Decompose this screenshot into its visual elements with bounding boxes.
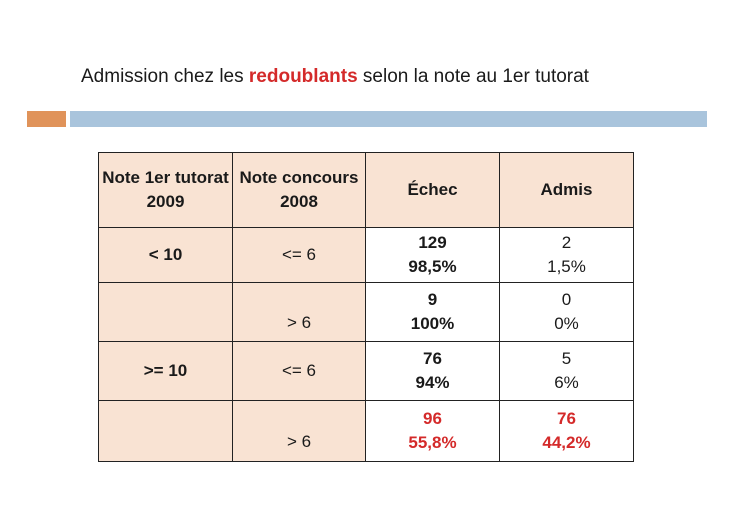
title-text-before: Admission chez les <box>81 66 249 87</box>
table-row: > 6 9 100% 0 0% <box>98 282 634 342</box>
cell-tutorat <box>98 282 233 342</box>
slide-title: Admission chez les redoublants selon la … <box>81 64 589 90</box>
cell-admis: 2 1,5% <box>499 227 634 283</box>
header-note-concours: Note concours 2008 <box>232 152 366 228</box>
table-row: >= 10 <= 6 76 94% 5 6% <box>98 341 634 401</box>
echec-percent: 55,8% <box>408 433 457 452</box>
admis-percent: 0% <box>554 314 579 333</box>
title-text-after: selon la note au 1er tutorat <box>357 66 589 87</box>
cell-tutorat: < 10 <box>98 227 233 283</box>
title-highlight: redoublants <box>248 66 358 87</box>
admis-percent: 44,2% <box>542 433 591 452</box>
cell-tutorat: >= 10 <box>98 341 233 401</box>
cell-concours: <= 6 <box>232 341 366 401</box>
echec-percent: 94% <box>415 373 450 392</box>
cell-echec: 9 100% <box>365 282 500 342</box>
echec-count: 96 <box>423 409 442 428</box>
echec-percent: 100% <box>410 314 455 333</box>
header-note-tutorat: Note 1er tutorat 2009 <box>98 152 233 228</box>
cell-concours: > 6 <box>232 282 366 342</box>
cell-concours: > 6 <box>232 400 366 462</box>
decorative-bar-blue <box>70 111 707 127</box>
cell-admis: 5 6% <box>499 341 634 401</box>
echec-count: 129 <box>418 233 447 252</box>
header-admis: Admis <box>499 152 634 228</box>
admis-count: 2 <box>561 233 572 252</box>
cell-echec: 96 55,8% <box>365 400 500 462</box>
cell-echec: 76 94% <box>365 341 500 401</box>
cell-echec: 129 98,5% <box>365 227 500 283</box>
admission-table: Note 1er tutorat 2009 Note concours 2008… <box>98 152 634 462</box>
echec-count: 76 <box>423 349 442 368</box>
cell-admis: 0 0% <box>499 282 634 342</box>
echec-percent: 98,5% <box>408 257 457 276</box>
header-echec: Échec <box>365 152 500 228</box>
admis-count: 5 <box>561 349 572 368</box>
admis-count: 76 <box>557 409 576 428</box>
decorative-bar-orange <box>27 111 66 127</box>
cell-tutorat <box>98 400 233 462</box>
cell-admis: 76 44,2% <box>499 400 634 462</box>
echec-count: 9 <box>427 290 438 309</box>
cell-concours: <= 6 <box>232 227 366 283</box>
table-row: > 6 96 55,8% 76 44,2% <box>98 400 634 462</box>
table-row: < 10 <= 6 129 98,5% 2 1,5% <box>98 227 634 283</box>
admis-percent: 1,5% <box>547 257 586 276</box>
admis-percent: 6% <box>554 373 579 392</box>
admis-count: 0 <box>561 290 572 309</box>
table-header-row: Note 1er tutorat 2009 Note concours 2008… <box>98 152 634 228</box>
